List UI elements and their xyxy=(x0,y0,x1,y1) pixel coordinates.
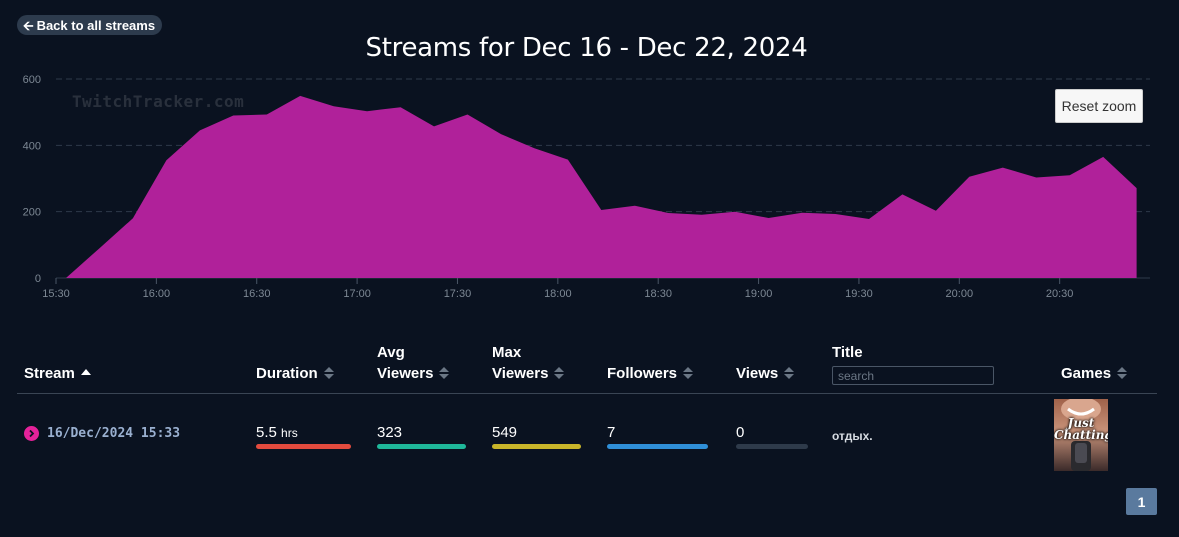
x-tick-label: 16:00 xyxy=(143,288,171,300)
max-viewers-cell: 549 xyxy=(492,424,518,441)
viewers-area-series[interactable] xyxy=(66,95,1137,279)
followers-cell: 7 xyxy=(607,424,616,441)
y-tick-label: 400 xyxy=(23,140,41,152)
duration-cell: 5.5 hrs xyxy=(256,424,298,441)
y-tick-label: 0 xyxy=(35,273,41,285)
header-views[interactable]: Views xyxy=(736,363,795,384)
table-divider xyxy=(17,393,1157,394)
sort-icon xyxy=(683,366,694,380)
stream-link[interactable]: 16/Dec/2024 15:33 xyxy=(24,426,180,441)
pagination-page-button[interactable]: 1 xyxy=(1126,488,1157,515)
x-tick-label: 17:00 xyxy=(343,288,371,300)
sort-icon xyxy=(784,366,795,380)
arrow-left-icon: 🡨 xyxy=(23,17,34,33)
x-tick-label: 20:00 xyxy=(946,288,974,300)
sort-ascending-icon xyxy=(80,369,91,376)
avg-viewers-bar xyxy=(377,444,466,449)
sort-icon xyxy=(323,366,334,380)
x-tick-label: 19:00 xyxy=(745,288,773,300)
x-tick-label: 15:30 xyxy=(42,288,70,300)
header-followers[interactable]: Followers xyxy=(607,363,694,384)
game-name: Just Chatting xyxy=(1054,416,1108,442)
x-tick-label: 16:30 xyxy=(243,288,271,300)
game-thumbnail-just-chatting[interactable]: Just Chatting xyxy=(1054,399,1108,471)
views-cell: 0 xyxy=(736,424,745,441)
back-button-label: Back to all streams xyxy=(36,17,156,33)
y-tick-label: 200 xyxy=(23,207,41,219)
sort-icon xyxy=(1117,366,1128,380)
stream-title-cell: отдых. xyxy=(832,429,873,443)
header-max-viewers[interactable]: Max Viewers xyxy=(492,342,565,384)
sort-icon xyxy=(554,366,565,380)
viewers-area-chart[interactable]: 0 200 400 600 15:30 16:00 16:30 17:00 17:30 18:00… xyxy=(0,0,1179,310)
chart-title: Streams for Dec 16 - Dec 22, 2024 xyxy=(365,33,808,63)
back-to-streams-button[interactable]: 🡨 Back to all streams xyxy=(17,15,163,35)
watermark: TwitchTracker.com xyxy=(72,92,245,111)
x-tick-label: 20:30 xyxy=(1046,288,1074,300)
header-avg-viewers[interactable]: Avg Viewers xyxy=(377,342,450,384)
stream-date: 16/Dec/2024 15:33 xyxy=(47,426,181,441)
header-stream[interactable]: Stream xyxy=(24,363,91,384)
duration-bar xyxy=(256,444,351,449)
sort-icon xyxy=(439,366,450,380)
x-tick-label: 19:30 xyxy=(845,288,873,300)
y-tick-label: 600 xyxy=(23,74,41,86)
header-games[interactable]: Games xyxy=(1061,363,1128,384)
followers-bar xyxy=(607,444,708,449)
avg-viewers-cell: 323 xyxy=(377,424,403,441)
x-tick-label: 18:30 xyxy=(644,288,672,300)
header-title: Title xyxy=(832,344,863,361)
header-duration[interactable]: Duration xyxy=(256,363,334,384)
title-search-input[interactable] xyxy=(832,366,994,385)
game-cover-art xyxy=(1054,399,1108,471)
max-viewers-bar xyxy=(492,444,581,449)
views-bar-track xyxy=(736,444,808,449)
x-tick-label: 18:00 xyxy=(544,288,572,300)
x-tick-label: 17:30 xyxy=(444,288,472,300)
chevron-right-icon xyxy=(24,426,39,441)
reset-zoom-button[interactable]: Reset zoom xyxy=(1055,89,1143,123)
